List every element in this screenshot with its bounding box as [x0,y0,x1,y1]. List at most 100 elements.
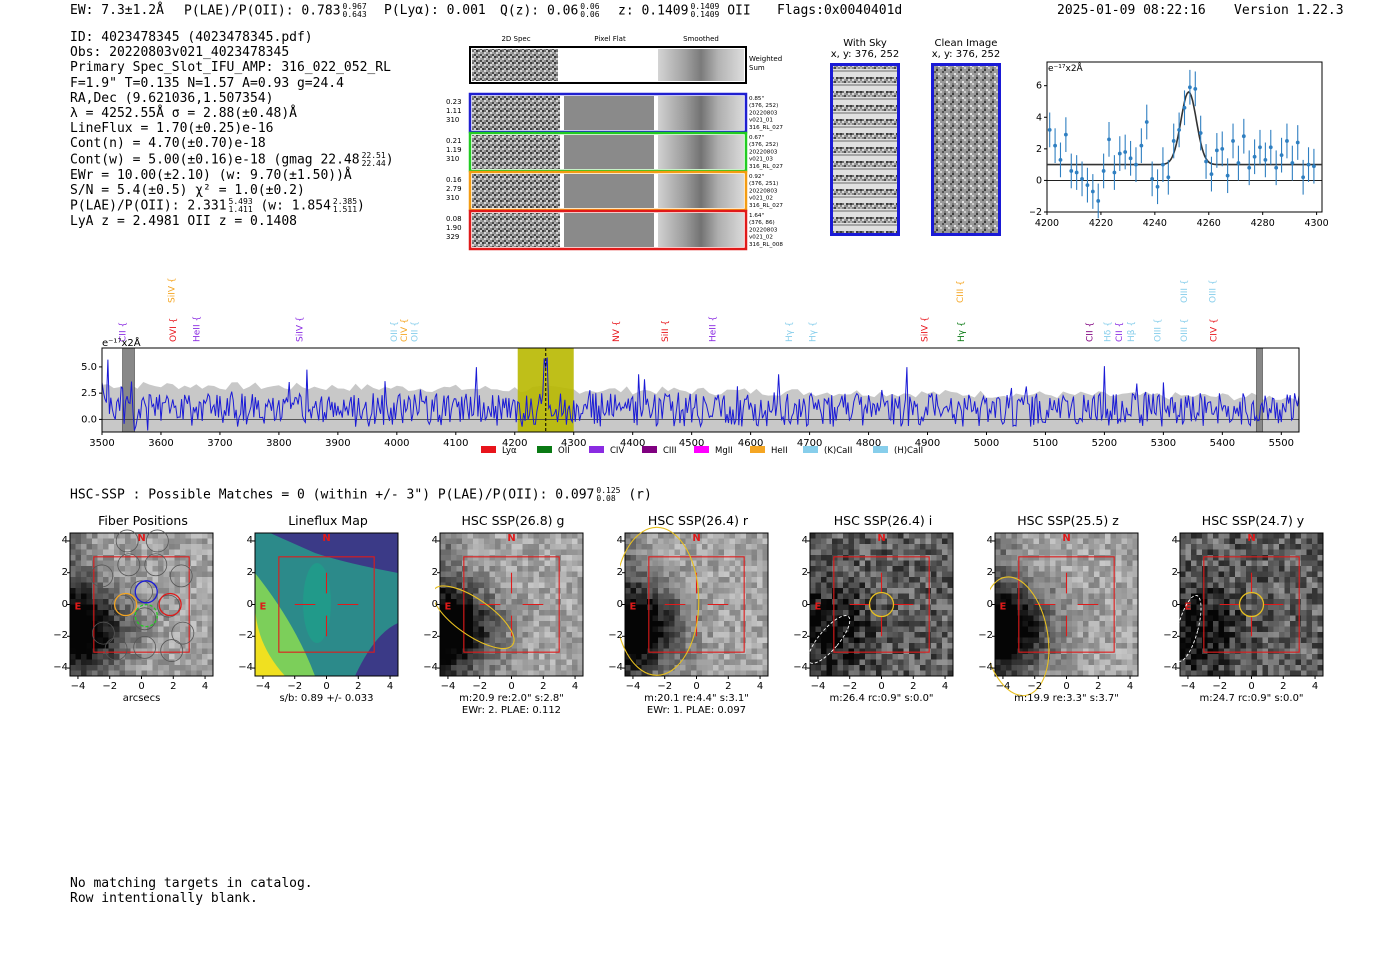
hsc-image-pixel [445,577,452,583]
hsc-image-pixel [995,560,1001,567]
hsc-image-pixel [1044,604,1051,611]
hsc-image-pixel [925,560,932,567]
hsc-image-pixel [669,643,675,649]
hsc-image-pixel [729,588,736,594]
hsc-image-pixel [1061,566,1067,572]
hsc-image-pixel [555,632,562,638]
hsc-image-pixel [1000,654,1007,660]
hsc-image-pixel [1218,577,1225,583]
hsc-image-pixel [713,604,719,611]
clean-image [931,63,1001,236]
hsc-image-pixel [647,643,653,649]
hsc-image-pixel [462,643,468,649]
hsc-image-pixel [1116,533,1122,539]
hsc-image-pixel [1127,544,1133,550]
hsc-image-pixel [696,533,703,539]
hsc-image-pixel [1301,555,1307,561]
hsc-image-pixel [1185,621,1192,627]
hsc-image-pixel [942,560,948,567]
hsc-image-pixel [729,560,736,567]
hsc-image-pixel [1050,637,1056,644]
hsc-image-pixel [887,599,893,605]
hsc-image-pixel [1127,659,1133,666]
hsc-east-label: E [815,601,822,612]
hsc-image-pixel [1213,538,1219,545]
hsc-image-pixel [75,643,82,649]
hsc-image-pixel [1317,659,1324,666]
hsc-image-pixel [136,610,142,616]
hsc-image-pixel [870,621,877,627]
hsc-image-pixel [843,588,849,594]
hsc-image-pixel [489,544,496,550]
hsc-image-pixel [1022,533,1029,539]
hsc-image-pixel [1099,637,1106,644]
hsc-image-pixel [832,615,838,622]
hsc-image-pixel [1312,670,1318,677]
hsc-image-pixel [506,665,512,671]
hsc-image-pixel [909,538,915,545]
hsc-image-pixel [702,621,708,627]
cutout-2d-spec [472,96,560,130]
hsc-image-pixel [947,610,954,616]
hsc-image-pixel [544,621,551,627]
hsc-image-pixel [500,604,507,611]
hsc-image-pixel [533,560,540,567]
hsc-image-pixel [92,593,98,600]
hsc-image-pixel [729,544,736,550]
hsc-image-pixel [931,588,937,594]
hsc-image-pixel [92,632,98,638]
hsc-image-pixel [1262,549,1269,556]
hsc-image-pixel [947,544,954,550]
hsc-image-pixel [81,632,87,638]
hsc-image-pixel [914,670,921,677]
hsc-image-pixel [561,654,567,660]
hsc-image-pixel [931,648,937,655]
hsc-image-pixel [870,670,877,677]
hsc-image-pixel [903,654,910,660]
hsc-image-pixel [848,549,855,556]
spectrum-line-label: CII { [1086,322,1096,342]
hsc-image-pixel [762,648,769,655]
hsc-image-pixel [1066,643,1073,649]
hsc-image-pixel [995,571,1001,578]
hsc-image-pixel [495,659,501,666]
hsc-image-pixel [854,632,860,638]
hsc-image-pixel [114,560,120,567]
hsc-image-pixel [130,621,137,627]
hsc-image-pixel [484,665,490,671]
hsc-image-pixel [1180,544,1186,550]
hsc-image-pixel [925,538,932,545]
hsc-image-pixel [691,588,697,594]
hsc-image-pixel [1257,670,1263,677]
hsc-image-pixel [995,599,1001,605]
info-radec: RA,Dec (9.621036,1.507354) [70,90,274,106]
hsc-image-pixel [522,621,529,627]
hsc-image-pixel [1083,610,1089,616]
spectrum-line-label: CIV { [1210,318,1220,342]
hsc-image-pixel [920,610,926,616]
hsc-image-pixel [456,566,463,572]
hsc-image-pixel [740,665,747,671]
hsc-image-pixel [652,610,659,616]
hsc-image-pixel [876,599,882,605]
hsc-image-pixel [1284,533,1291,539]
hsc-image-pixel [572,648,578,655]
hsc-image-pixel [1224,571,1230,578]
hsc-image-pixel [920,588,926,594]
hsc-image-pixel [1207,577,1214,583]
hsc-image-pixel [903,604,910,611]
hsc-image-pixel [130,670,137,677]
hsc-image-pixel [1121,566,1128,572]
hsc-image-pixel [1132,566,1139,572]
hsc-image-pixel [1268,544,1274,550]
hsc-image-pixel [625,648,631,655]
hsc-image-pixel [707,665,714,671]
hsc-image-pixel [1306,544,1313,550]
hsc-image-pixel [70,604,76,611]
hsc-image-pixel [696,615,703,622]
hsc-image-pixel [1235,555,1241,561]
hsc-image-pixel [566,577,573,583]
hsc-image-pixel [920,670,926,677]
hsc-image-pixel [718,566,725,572]
hsc-image-pixel [136,670,142,677]
